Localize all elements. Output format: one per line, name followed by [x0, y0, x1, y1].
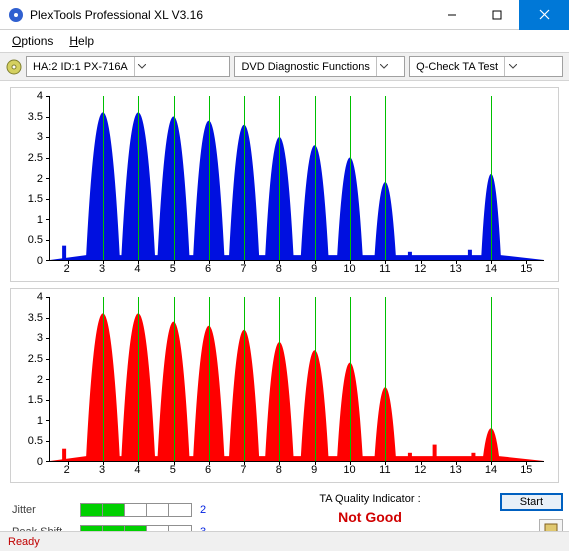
chevron-down-icon — [134, 57, 150, 76]
chart-area: 00.511.522.533.54 23456789101112131415 0… — [0, 81, 569, 493]
close-button[interactable] — [519, 0, 569, 30]
minimize-button[interactable] — [429, 0, 474, 30]
function-select[interactable]: DVD Diagnostic Functions — [234, 56, 405, 77]
chevron-down-icon — [504, 57, 520, 76]
jitter-label: Jitter — [12, 504, 80, 516]
disc-icon — [6, 59, 22, 75]
jitter-meter — [80, 503, 192, 517]
menu-help[interactable]: Help — [63, 32, 100, 50]
bottom-chart: 00.511.522.533.54 23456789101112131415 — [10, 288, 559, 483]
test-select-value: Q-Check TA Test — [410, 61, 504, 73]
toolbar: HA:2 ID:1 PX-716A DVD Diagnostic Functio… — [0, 52, 569, 81]
jitter-value: 2 — [200, 504, 206, 516]
app-icon — [8, 7, 24, 23]
titlebar: PlexTools Professional XL V3.16 — [0, 0, 569, 30]
ta-quality-label: TA Quality Indicator : — [280, 493, 460, 505]
menu-options[interactable]: Options — [6, 32, 59, 50]
maximize-button[interactable] — [474, 0, 519, 30]
device-select[interactable]: HA:2 ID:1 PX-716A — [26, 56, 230, 77]
status-text: Ready — [8, 536, 40, 548]
function-select-value: DVD Diagnostic Functions — [235, 61, 375, 73]
menubar: Options Help — [0, 30, 569, 52]
device-select-value: HA:2 ID:1 PX-716A — [27, 61, 134, 73]
start-button[interactable]: Start — [500, 493, 563, 511]
ta-quality-value: Not Good — [280, 509, 460, 525]
window-title: PlexTools Professional XL V3.16 — [30, 8, 429, 22]
test-select[interactable]: Q-Check TA Test — [409, 56, 563, 77]
chevron-down-icon — [376, 57, 392, 76]
top-chart: 00.511.522.533.54 23456789101112131415 — [10, 87, 559, 282]
statusbar: Ready — [0, 531, 569, 551]
